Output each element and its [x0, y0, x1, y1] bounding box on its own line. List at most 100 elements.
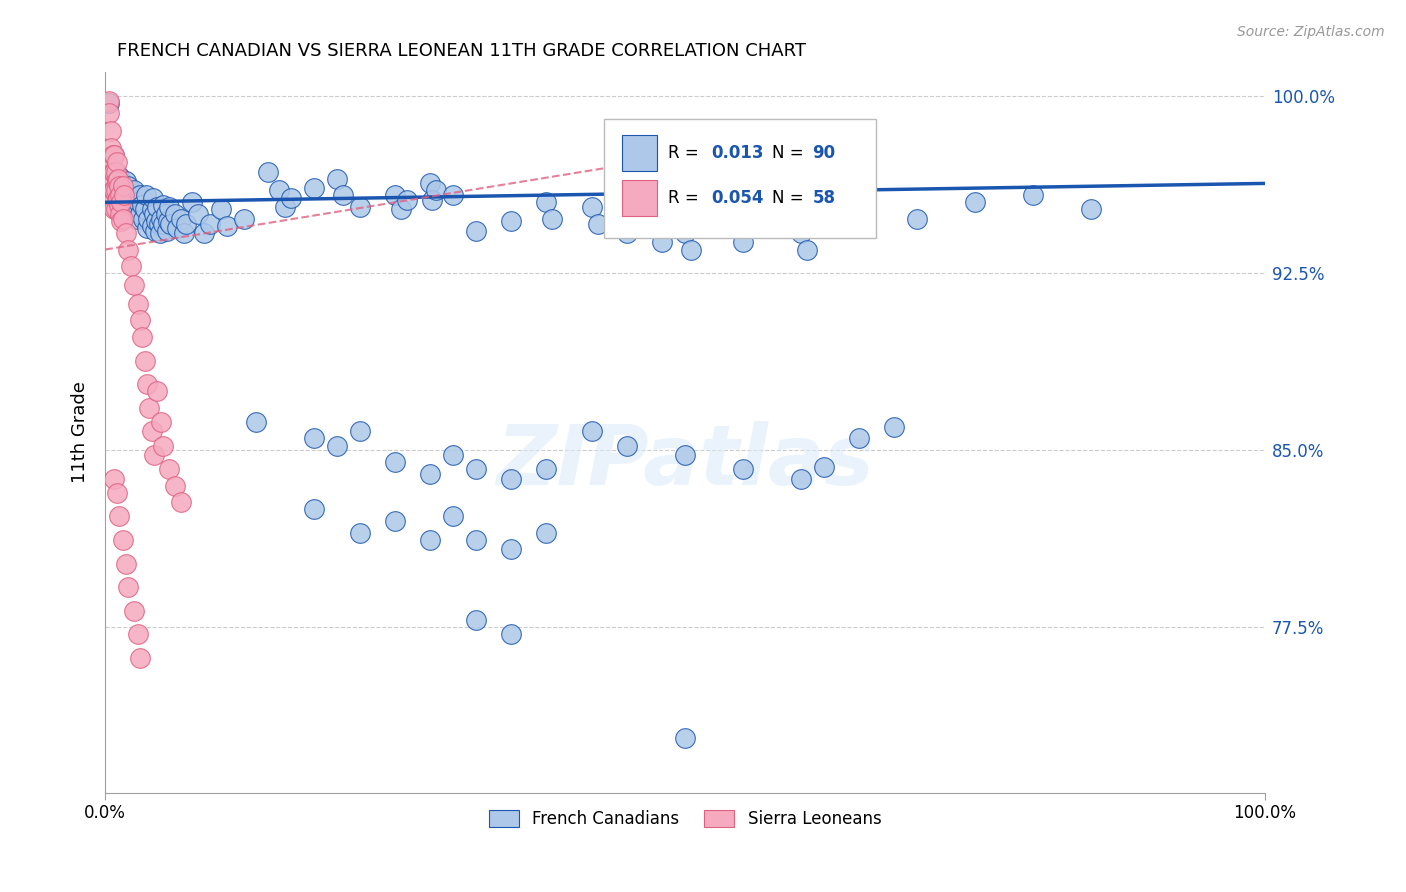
Point	[848, 219, 870, 233]
Point	[731, 462, 754, 476]
Point	[425, 184, 447, 198]
Point	[103, 164, 125, 178]
Point	[187, 207, 209, 221]
Point	[499, 472, 522, 486]
Point	[349, 425, 371, 439]
Point	[166, 221, 188, 235]
Point	[156, 214, 179, 228]
Point	[581, 200, 603, 214]
Point	[215, 219, 238, 233]
Point	[159, 217, 181, 231]
Point	[142, 448, 165, 462]
Point	[105, 177, 128, 191]
Point	[651, 235, 673, 250]
Point	[963, 195, 986, 210]
Point	[790, 226, 813, 240]
Point	[104, 164, 127, 178]
Point	[193, 226, 215, 240]
Point	[326, 438, 349, 452]
Point	[122, 193, 145, 207]
Point	[97, 94, 120, 108]
Point	[107, 191, 129, 205]
Point	[111, 211, 134, 226]
Text: R =: R =	[668, 189, 703, 208]
Text: 58: 58	[813, 189, 835, 208]
Point	[274, 200, 297, 214]
Point	[499, 627, 522, 641]
FancyBboxPatch shape	[623, 180, 657, 217]
Point	[157, 200, 180, 214]
Point	[142, 191, 165, 205]
Point	[111, 195, 134, 210]
Point	[731, 235, 754, 250]
Legend: French Canadians, Sierra Leoneans: French Canadians, Sierra Leoneans	[482, 803, 889, 835]
Point	[149, 211, 172, 226]
Point	[129, 207, 152, 221]
Point	[141, 425, 163, 439]
Point	[142, 207, 165, 221]
Point	[673, 448, 696, 462]
Point	[127, 297, 149, 311]
Point	[790, 472, 813, 486]
Point	[384, 514, 406, 528]
Point	[169, 211, 191, 226]
Point	[108, 188, 131, 202]
Point	[534, 525, 557, 540]
Text: 90: 90	[813, 145, 835, 162]
Point	[384, 455, 406, 469]
Point	[616, 438, 638, 452]
FancyBboxPatch shape	[603, 120, 876, 238]
Point	[148, 217, 170, 231]
Point	[103, 184, 125, 198]
Point	[441, 448, 464, 462]
Point	[129, 188, 152, 202]
Point	[149, 415, 172, 429]
Point	[117, 243, 139, 257]
Point	[581, 425, 603, 439]
Point	[134, 202, 156, 217]
Point	[269, 184, 291, 198]
Point	[419, 533, 441, 547]
Point	[101, 177, 124, 191]
Text: ZIPatlas: ZIPatlas	[496, 421, 875, 502]
Point	[115, 557, 138, 571]
Point	[332, 188, 354, 202]
Point	[97, 96, 120, 111]
Point	[152, 217, 174, 231]
Point	[163, 207, 186, 221]
Point	[108, 169, 131, 184]
Point	[419, 467, 441, 481]
Point	[141, 202, 163, 217]
Point	[389, 202, 412, 217]
Point	[136, 221, 159, 235]
Point	[149, 226, 172, 240]
Point	[145, 214, 167, 228]
Point	[796, 243, 818, 257]
Point	[1080, 202, 1102, 217]
Point	[302, 502, 325, 516]
Point	[419, 177, 441, 191]
Point	[155, 207, 177, 221]
Text: 0.054: 0.054	[711, 189, 765, 208]
Point	[465, 224, 488, 238]
Point	[107, 171, 129, 186]
Text: R =: R =	[668, 145, 703, 162]
Point	[441, 509, 464, 524]
Point	[540, 211, 562, 226]
Point	[465, 533, 488, 547]
Point	[136, 377, 159, 392]
Point	[883, 419, 905, 434]
Point	[115, 174, 138, 188]
Point	[122, 184, 145, 198]
Point	[100, 124, 122, 138]
Point	[138, 401, 160, 415]
Point	[465, 613, 488, 627]
Point	[420, 193, 443, 207]
Point	[280, 191, 302, 205]
Point	[105, 485, 128, 500]
Point	[103, 472, 125, 486]
FancyBboxPatch shape	[623, 135, 657, 171]
Point	[198, 217, 221, 231]
Point	[134, 353, 156, 368]
Point	[100, 160, 122, 174]
